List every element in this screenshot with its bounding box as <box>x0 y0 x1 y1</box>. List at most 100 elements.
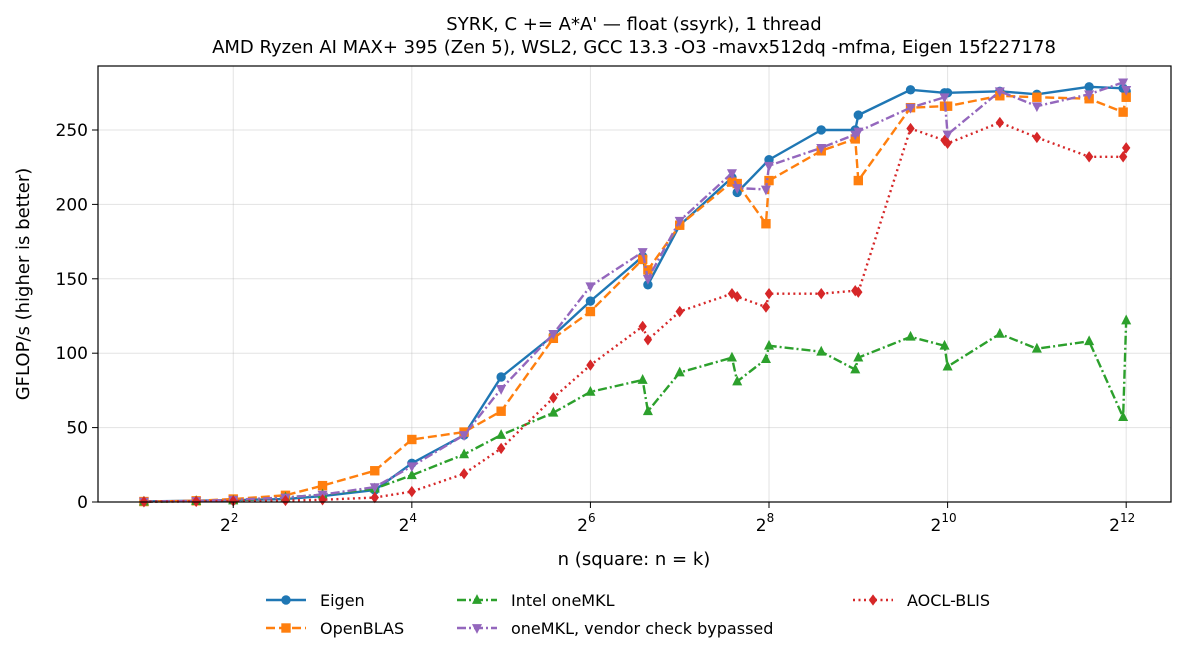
data-point <box>939 339 950 350</box>
data-point <box>816 345 827 356</box>
data-point <box>674 366 685 377</box>
data-point <box>459 448 470 459</box>
series-2 <box>138 314 1132 506</box>
data-point <box>732 184 743 194</box>
data-point <box>643 334 653 346</box>
data-point <box>994 327 1005 338</box>
data-point <box>496 442 506 455</box>
legend-item: Intel oneMKL <box>457 591 615 610</box>
data-point <box>853 110 864 120</box>
legend-item: OpenBLAS <box>266 619 404 638</box>
data-point <box>317 480 328 491</box>
y-tick-label: 50 <box>66 419 88 439</box>
data-point <box>942 360 953 371</box>
legend-swatch-marker <box>281 623 291 633</box>
data-point <box>994 87 1005 98</box>
x-tick-label: 24 <box>399 511 417 536</box>
data-point <box>905 85 916 95</box>
legend-label: oneMKL, vendor check bypassed <box>511 619 773 638</box>
data-point <box>995 116 1005 129</box>
data-point <box>496 429 507 439</box>
data-point <box>1118 411 1129 422</box>
data-point <box>638 320 647 333</box>
data-point <box>369 483 380 494</box>
data-point <box>763 161 775 172</box>
data-point <box>1121 142 1131 154</box>
y-axis-label: GFLOP/s (higher is better) <box>13 168 34 401</box>
data-point <box>942 101 953 111</box>
data-point <box>850 363 861 374</box>
data-point <box>585 306 596 317</box>
data-point <box>1084 335 1095 346</box>
data-point <box>761 219 771 229</box>
data-point <box>726 351 737 362</box>
y-tick-label: 150 <box>56 270 88 290</box>
legend-item: AOCL-BLIS <box>853 591 990 610</box>
data-point <box>816 143 827 154</box>
x-tick-label: 28 <box>756 511 774 536</box>
data-point <box>1121 314 1132 325</box>
legend-item: oneMKL, vendor check bypassed <box>457 619 773 638</box>
data-point <box>853 127 864 138</box>
series-line <box>143 85 1128 503</box>
y-tick-label: 100 <box>56 344 88 364</box>
data-point <box>761 301 771 313</box>
data-point <box>496 372 506 382</box>
data-point <box>853 351 864 362</box>
data-point <box>760 353 771 364</box>
data-point <box>459 431 470 441</box>
data-point <box>1032 131 1042 144</box>
series-layer <box>138 78 1132 508</box>
series-4 <box>139 116 1131 508</box>
data-point <box>817 288 826 300</box>
data-point <box>1118 107 1128 117</box>
data-point <box>1084 151 1094 163</box>
data-point <box>407 434 417 445</box>
data-point <box>585 385 596 396</box>
data-point <box>496 385 507 395</box>
legend-label: OpenBLAS <box>320 619 404 638</box>
data-point <box>548 329 559 340</box>
x-axis-label: n (square: n = k) <box>558 549 711 570</box>
y-tick-label: 200 <box>56 195 88 215</box>
data-point <box>726 169 737 180</box>
plot-frame <box>97 65 1172 503</box>
legend-swatch-marker <box>868 594 878 606</box>
data-point <box>1084 82 1094 92</box>
data-point <box>943 137 952 150</box>
data-point <box>1031 342 1042 353</box>
chart-title: SYRK, C += A*A' — float (ssyrk), 1 threa… <box>446 14 821 35</box>
legend-label: Eigen <box>320 591 365 610</box>
y-tick-label: 250 <box>56 121 88 141</box>
data-point <box>760 185 771 196</box>
data-point <box>906 122 915 135</box>
data-point <box>854 286 863 298</box>
legend-label: AOCL-BLIS <box>907 591 990 610</box>
data-point <box>674 216 685 227</box>
data-point <box>585 282 596 293</box>
x-tick-label: 26 <box>577 511 595 536</box>
data-point <box>407 485 417 498</box>
data-point <box>549 392 558 404</box>
data-point <box>853 175 864 186</box>
data-point <box>642 405 653 416</box>
data-point <box>1032 92 1042 102</box>
data-point <box>586 359 595 371</box>
data-point <box>585 296 596 306</box>
x-tick-label: 210 <box>931 511 957 536</box>
data-point <box>939 93 950 104</box>
legend: Eigen OpenBLAS Intel oneMKL oneMKL, vendor … <box>266 591 990 638</box>
data-point <box>733 290 742 303</box>
data-point <box>1121 85 1132 96</box>
axes: 22 24 26 28 210 212 0 50 100 150 200 250 <box>56 121 1136 536</box>
data-point <box>637 248 648 258</box>
data-point <box>675 305 684 318</box>
data-point <box>905 103 916 114</box>
data-point <box>642 274 653 285</box>
x-tick-label: 22 <box>220 511 238 536</box>
data-point <box>1118 151 1128 163</box>
y-tick-label: 0 <box>77 493 88 513</box>
chart-subtitle: AMD Ryzen AI MAX+ 395 (Zen 5), WSL2, GCC… <box>212 37 1056 58</box>
